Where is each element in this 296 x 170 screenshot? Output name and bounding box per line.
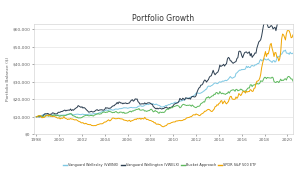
Title: Portfolio Growth: Portfolio Growth — [133, 14, 194, 23]
Text: ▣ Portfolio Visualizer: ▣ Portfolio Visualizer — [4, 6, 76, 11]
Y-axis label: Portfolio Balance ($): Portfolio Balance ($) — [6, 57, 10, 101]
Text: Portfolio Backtest: Portfolio Backtest — [231, 6, 292, 11]
Legend: Vanguard Wellesley (VWINX), Vanguard Wellington (VWELX), Bucket Approach, SPDR S: Vanguard Wellesley (VWINX), Vanguard Wel… — [62, 162, 258, 168]
